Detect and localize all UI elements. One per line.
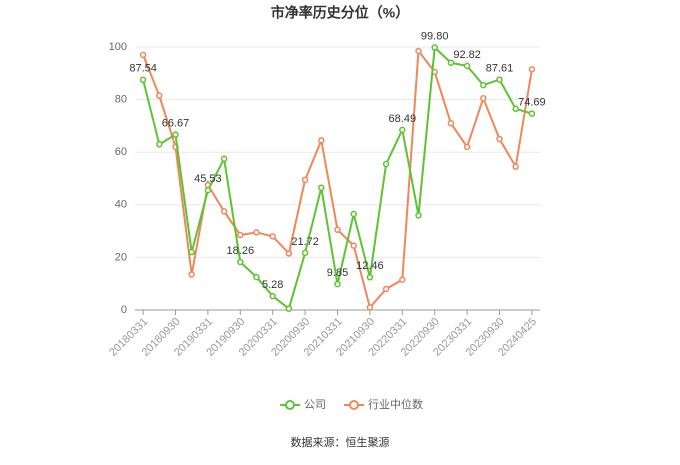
data-point — [253, 273, 260, 281]
data-point — [188, 271, 195, 278]
data-point — [139, 51, 147, 59]
data-point — [528, 66, 536, 73]
data-label: 18.26 — [227, 245, 255, 257]
data-point — [415, 47, 422, 55]
data-point — [480, 95, 487, 102]
data-point — [447, 120, 455, 127]
data-point — [512, 105, 519, 113]
data-point — [496, 76, 503, 83]
data-point — [285, 250, 293, 257]
data-point — [156, 141, 163, 148]
chart-title: 市净率历史分位（%） — [271, 5, 409, 21]
data-point — [350, 242, 357, 249]
data-point — [139, 76, 147, 84]
data-label: 68.49 — [389, 113, 417, 125]
data-point — [366, 273, 374, 281]
data-point — [496, 135, 503, 143]
y-tick-label: 80 — [115, 94, 127, 106]
data-point — [318, 137, 325, 144]
y-tick-label: 60 — [115, 146, 127, 158]
data-point — [220, 155, 228, 163]
data-point — [528, 110, 536, 117]
data-point — [237, 258, 244, 266]
data-label: 66.67 — [162, 118, 190, 130]
data-point — [399, 126, 406, 134]
data-label: 21.72 — [291, 236, 319, 248]
data-label: 74.69 — [518, 96, 546, 108]
data-point — [285, 305, 293, 312]
legend-label: 公司 — [304, 399, 326, 411]
data-point — [269, 233, 276, 240]
data-point — [334, 226, 341, 234]
data-point — [431, 44, 438, 51]
data-point — [220, 208, 228, 215]
data-point — [253, 229, 260, 236]
data-point — [382, 160, 390, 168]
data-label: 87.61 — [486, 62, 514, 74]
data-point — [463, 143, 471, 151]
data-point — [269, 292, 276, 300]
y-tick-label: 20 — [115, 251, 127, 263]
data-label: 9.85 — [327, 267, 348, 279]
data-label: 87.54 — [129, 63, 157, 75]
data-point — [415, 212, 422, 219]
data-point — [204, 187, 212, 194]
data-point — [447, 59, 455, 67]
data-point — [301, 176, 309, 184]
y-tick-label: 0 — [121, 304, 127, 316]
data-point — [172, 131, 179, 138]
data-point — [318, 184, 325, 191]
legend-swatch — [285, 400, 295, 410]
data-label: 5.28 — [262, 279, 283, 291]
data-point — [480, 81, 487, 89]
data-point — [156, 92, 163, 99]
data-point — [512, 163, 519, 170]
data-point — [382, 285, 390, 293]
source: 数据来源：恒生聚源 — [291, 435, 390, 449]
legend-swatch — [349, 400, 359, 410]
data-label: 45.53 — [194, 173, 222, 185]
data-point — [399, 276, 406, 284]
data-label: 92.82 — [453, 49, 481, 61]
data-point — [301, 249, 309, 257]
legend-label: 行业中位数 — [368, 397, 423, 411]
data-point — [188, 248, 195, 256]
data-point — [463, 62, 471, 70]
data-point — [350, 210, 357, 218]
data-label: 12.46 — [356, 260, 384, 272]
data-point — [334, 280, 341, 288]
data-point — [366, 304, 374, 311]
y-tick-label: 40 — [115, 199, 127, 211]
y-tick-label: 100 — [109, 41, 127, 53]
data-label: 99.80 — [421, 30, 449, 42]
data-point — [237, 231, 244, 239]
